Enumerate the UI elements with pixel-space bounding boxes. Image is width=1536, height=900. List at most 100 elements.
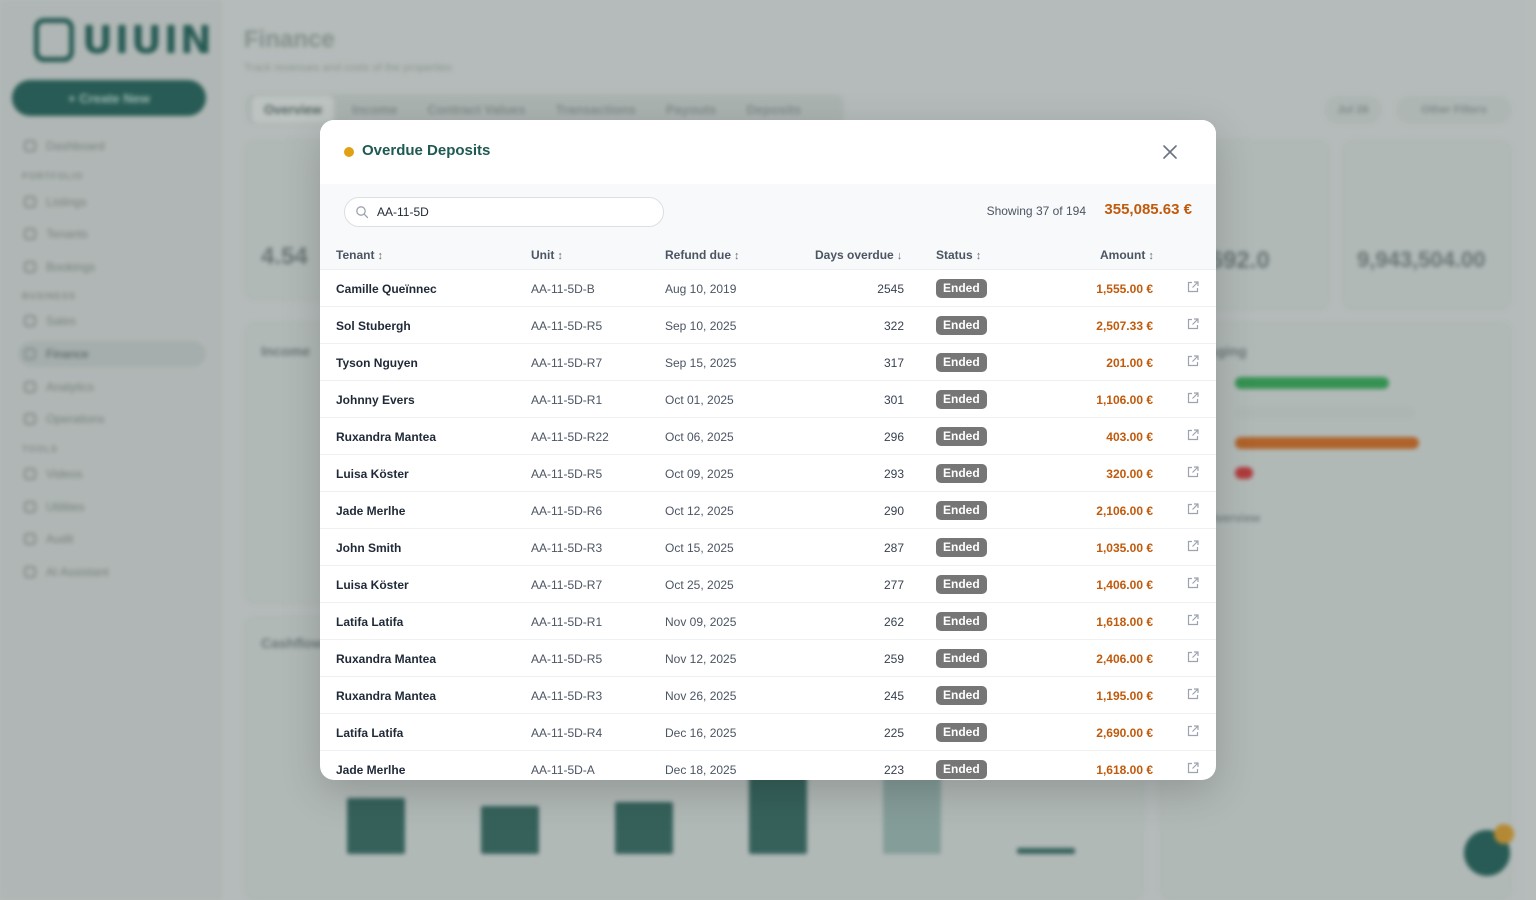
unit-code: AA-11-5D-R5 [531, 652, 603, 666]
search-input[interactable] [377, 201, 657, 223]
logo-icon [34, 18, 74, 62]
sidebar-item-tenants[interactable]: Tenants [18, 221, 206, 247]
sidebar-item-bookings[interactable]: Bookings [18, 254, 206, 280]
page-title: Finance [244, 26, 335, 53]
tab-transactions[interactable]: Transactions [555, 101, 636, 117]
cashflow-bar [615, 802, 673, 854]
date-filter-chip[interactable]: Jul 26 [1324, 96, 1382, 124]
total-amount: 355,085.63 € [1104, 201, 1192, 218]
days-overdue: 301 [883, 393, 904, 407]
tab-payouts[interactable]: Payouts [665, 101, 717, 117]
column-header-unit[interactable]: Unit ↕ [531, 248, 563, 262]
ai-assistant-icon [24, 566, 36, 578]
tab-income[interactable]: Income [351, 101, 398, 117]
table-row[interactable]: John Smith AA-11-5D-R3 Oct 15, 2025 287 … [320, 529, 1216, 566]
income-card-title: Income [261, 343, 311, 359]
days-overdue: 223 [883, 763, 904, 777]
sidebar-item-listings[interactable]: Listings [18, 189, 206, 215]
deposit-amount: 2,406.00 € [1096, 652, 1153, 666]
overdue-deposits-modal: Overdue Deposits Showing 37 of 194 355,0… [320, 120, 1216, 780]
table-row[interactable]: Latifa Latifa AA-11-5D-R1 Nov 09, 2025 2… [320, 603, 1216, 640]
finance-icon [24, 348, 36, 360]
aging-bar [1235, 377, 1389, 389]
status-badge: Ended [936, 723, 987, 742]
column-header-amount[interactable]: Amount ↕ [1100, 248, 1154, 262]
aging-bar [1235, 467, 1253, 479]
table-row[interactable]: Ruxandra Mantea AA-11-5D-R22 Oct 06, 202… [320, 418, 1216, 455]
table-row[interactable]: Jade Merlhe AA-11-5D-R6 Oct 12, 2025 290… [320, 492, 1216, 529]
status-badge: Ended [936, 575, 987, 594]
table-row[interactable]: Sol Stubergh AA-11-5D-R5 Sep 10, 2025 32… [320, 307, 1216, 344]
deposit-amount: 1,406.00 € [1096, 578, 1153, 592]
open-link-button[interactable] [1186, 502, 1200, 516]
table-row[interactable]: Luisa Köster AA-11-5D-R5 Oct 09, 2025 29… [320, 455, 1216, 492]
sidebar-item-videos[interactable]: Videos [18, 461, 206, 487]
column-header-refund-due[interactable]: Refund due ↕ [665, 248, 740, 262]
tab-contract-values[interactable]: Contract Values [427, 101, 526, 117]
other-filters-button[interactable]: Other Filters [1396, 96, 1512, 124]
deposit-amount: 201.00 € [1106, 356, 1153, 370]
external-link-icon [1187, 355, 1199, 367]
search-icon [356, 206, 369, 219]
table-row[interactable]: Ruxandra Mantea AA-11-5D-R5 Nov 12, 2025… [320, 640, 1216, 677]
tenant-name: Jade Merlhe [336, 504, 406, 518]
status-badge: Ended [936, 390, 987, 409]
sidebar-item-ai-assistant[interactable]: AI Assistant [18, 559, 206, 585]
open-link-button[interactable] [1186, 613, 1200, 627]
unit-code: AA-11-5D-B [531, 282, 595, 296]
open-link-button[interactable] [1186, 539, 1200, 553]
logo-text: UIUIN [82, 18, 214, 62]
status-badge: Ended [936, 649, 987, 668]
column-header-days-overdue[interactable]: Days overdue ↓ [815, 248, 903, 262]
deposit-amount: 320.00 € [1106, 467, 1153, 481]
open-link-button[interactable] [1186, 724, 1200, 738]
open-link-button[interactable] [1186, 761, 1200, 775]
refund-due-date: Dec 18, 2025 [665, 763, 737, 777]
sidebar-item-audit[interactable]: Audit [18, 526, 206, 552]
table-row[interactable]: Luisa Köster AA-11-5D-R7 Oct 25, 2025 27… [320, 566, 1216, 603]
table-row[interactable]: Latifa Latifa AA-11-5D-R4 Dec 16, 2025 2… [320, 714, 1216, 751]
open-link-button[interactable] [1186, 650, 1200, 664]
tab-deposits[interactable]: Deposits [746, 101, 802, 117]
sidebar-item-sales[interactable]: Sales [18, 308, 206, 334]
deposit-amount: 2,106.00 € [1096, 504, 1153, 518]
tab-overview[interactable]: Overview [252, 95, 334, 123]
tenant-name: Luisa Köster [336, 467, 409, 481]
create-new-button[interactable]: + Create New [12, 80, 206, 116]
open-link-button[interactable] [1186, 391, 1200, 405]
status-badge: Ended [936, 686, 987, 705]
open-link-button[interactable] [1186, 354, 1200, 368]
sort-icon: ↕ [734, 250, 740, 262]
deposit-amount: 403.00 € [1106, 430, 1153, 444]
notification-badge [1494, 824, 1514, 844]
refund-due-date: Nov 26, 2025 [665, 689, 737, 703]
videos-icon [24, 468, 36, 480]
sidebar-item-operations[interactable]: Operations [18, 406, 206, 432]
open-link-button[interactable] [1186, 428, 1200, 442]
external-link-icon [1187, 503, 1199, 515]
table-row[interactable]: Camille Queïnnec AA-11-5D-B Aug 10, 2019… [320, 270, 1216, 307]
open-link-button[interactable] [1186, 576, 1200, 590]
unit-code: AA-11-5D-R1 [531, 615, 603, 629]
days-overdue: 317 [883, 356, 904, 370]
external-link-icon [1187, 429, 1199, 441]
column-header-tenant[interactable]: Tenant ↕ [336, 248, 383, 262]
sidebar-item-utilities[interactable]: Utilities [18, 494, 206, 520]
logo: UIUIN [34, 18, 214, 62]
sidebar-item-dashboard[interactable]: Dashboard [18, 133, 206, 159]
table-row[interactable]: Ruxandra Mantea AA-11-5D-R3 Nov 26, 2025… [320, 677, 1216, 714]
open-link-button[interactable] [1186, 465, 1200, 479]
table-row[interactable]: Johnny Evers AA-11-5D-R1 Oct 01, 2025 30… [320, 381, 1216, 418]
column-header-status[interactable]: Status ↕ [936, 248, 982, 262]
sidebar-item-analytics[interactable]: Analytics [18, 374, 206, 400]
open-link-button[interactable] [1186, 687, 1200, 701]
open-link-button[interactable] [1186, 280, 1200, 294]
open-link-button[interactable] [1186, 317, 1200, 331]
aging-bar [1235, 407, 1415, 419]
days-overdue: 296 [883, 430, 904, 444]
sidebar-item-finance[interactable]: Finance [18, 341, 206, 367]
close-button[interactable] [1158, 140, 1182, 164]
table-row[interactable]: Jade Merlhe AA-11-5D-A Dec 18, 2025 223 … [320, 751, 1216, 780]
tenant-name: John Smith [336, 541, 402, 555]
table-row[interactable]: Tyson Nguyen AA-11-5D-R7 Sep 15, 2025 31… [320, 344, 1216, 381]
